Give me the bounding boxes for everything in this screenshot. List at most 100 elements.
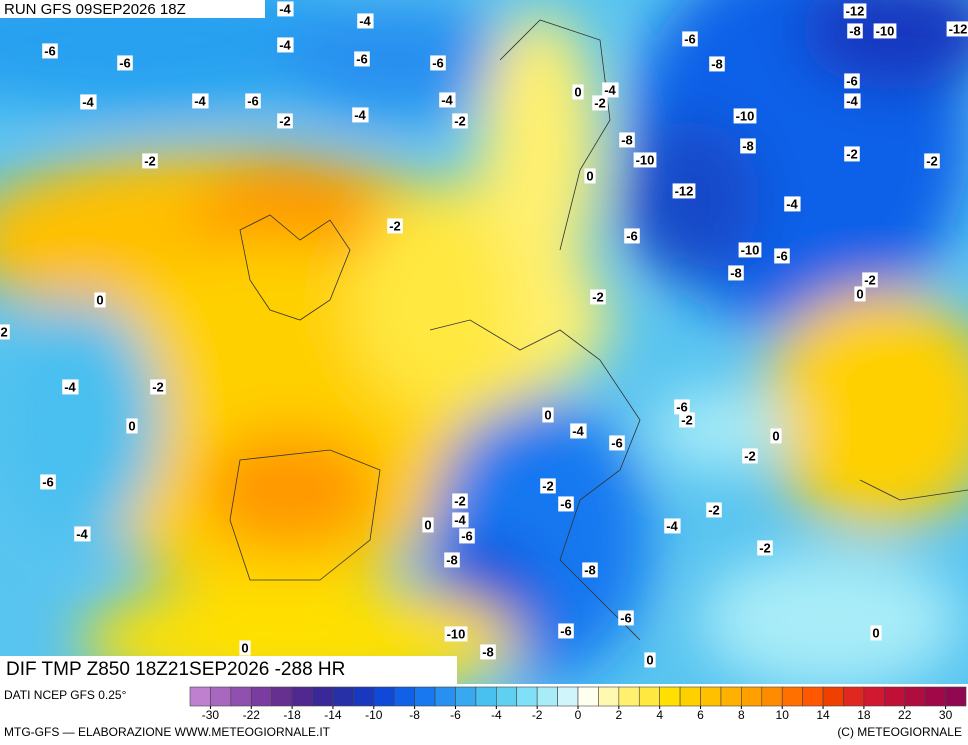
- contour-label-bg: [430, 55, 446, 71]
- contour-label-bg: [742, 448, 758, 464]
- contour-label-bg: [558, 496, 574, 512]
- colorbar-swatch: [230, 686, 252, 707]
- colorbar-swatch: [373, 686, 395, 707]
- colorbar-swatch: [638, 686, 660, 707]
- contour-label: -8: [849, 23, 861, 38]
- contour-label: -6: [684, 31, 696, 46]
- contour-label-bg: [854, 286, 866, 302]
- contour-label: -8: [621, 132, 633, 147]
- contour-label: -2: [389, 218, 401, 233]
- contour-label: -6: [676, 399, 688, 414]
- contour-label-bg: [619, 132, 635, 148]
- colorbar-swatch: [414, 686, 436, 707]
- colorbar-swatch: [455, 686, 477, 707]
- contour-label: -2: [681, 412, 693, 427]
- contour-label-bg: [770, 428, 782, 444]
- contour-label-bg: [452, 113, 468, 129]
- colorbar-tick-label: -4: [491, 708, 502, 722]
- contour-label-bg: [62, 379, 79, 395]
- contour-label: -4: [279, 1, 291, 16]
- contour-label: 0: [544, 407, 551, 422]
- colorbar-swatch: [332, 686, 354, 707]
- contour-label: -6: [626, 228, 638, 243]
- contour-label: -4: [194, 93, 206, 108]
- contour-label: 0: [856, 286, 863, 301]
- contour-label: -6: [42, 474, 54, 489]
- colorbar-swatch: [516, 686, 538, 707]
- contour-label: -6: [560, 496, 572, 511]
- colorbar-swatch: [741, 686, 763, 707]
- run-label: RUN GFS 09SEP2026 18Z: [4, 1, 186, 18]
- contour-label: -2: [759, 540, 771, 555]
- contour-label: -2: [592, 289, 604, 304]
- contour-label-bg: [277, 113, 293, 129]
- contour-label-bg: [584, 168, 596, 184]
- contour-label-bg: [150, 379, 166, 395]
- contour-label: -6: [776, 248, 788, 263]
- contour-label-bg: [74, 526, 91, 542]
- contour-label: -4: [359, 13, 371, 28]
- contour-label-bg: [590, 289, 606, 305]
- colorbar-swatch: [353, 686, 375, 707]
- colorbar-tick-label: -30: [202, 708, 220, 722]
- contour-label-bg: [40, 474, 56, 490]
- contour-label: -8: [742, 138, 754, 153]
- contour-label-bg: [387, 218, 403, 234]
- colorbar-tick-label: 0: [575, 708, 582, 722]
- contour-label-bg: [946, 21, 968, 37]
- title-box: [0, 656, 457, 684]
- contour-label: -2: [454, 493, 466, 508]
- contour-label-bg: [357, 13, 374, 29]
- contour-label-bg: [847, 23, 863, 39]
- colorbar-swatch: [598, 686, 620, 707]
- colorbar-tick-label: -2: [532, 708, 543, 722]
- contour-label: 0: [586, 168, 593, 183]
- contour-label-bg: [439, 92, 456, 108]
- contour-label: -4: [572, 423, 584, 438]
- colorbar-swatch: [904, 686, 926, 707]
- contour-label: 0: [128, 418, 135, 433]
- colorbar-swatch: [250, 686, 272, 707]
- contour-label-bg: [740, 138, 756, 154]
- contour-label-bg: [570, 423, 587, 439]
- contour-label: -6: [247, 93, 259, 108]
- contour-label-bg: [452, 493, 468, 509]
- contour-label: -2: [454, 113, 466, 128]
- colorbar-tick-label: 10: [776, 708, 790, 722]
- contour-label-bg: [924, 153, 940, 169]
- run-box: [0, 0, 265, 18]
- colorbar-tick-label: 14: [816, 708, 830, 722]
- credit: MTG-GFS — ELABORAZIONE WWW.METEOGIORNALE…: [4, 725, 331, 739]
- contour-label: -6: [620, 610, 632, 625]
- contour-label: -4: [64, 379, 76, 394]
- contour-label: -4: [82, 94, 94, 109]
- colorbar-tick-label: 8: [738, 708, 745, 722]
- contour-label-bg: [784, 196, 801, 212]
- contour-label-bg: [664, 518, 681, 534]
- contour-label: -8: [482, 644, 494, 659]
- contour-label-bg: [706, 502, 722, 518]
- contour-label: 0: [96, 292, 103, 307]
- contour-label: -2: [542, 478, 554, 493]
- contour-label-bg: [277, 37, 294, 53]
- contour-label: -4: [604, 82, 616, 97]
- contour-label: -2: [152, 379, 164, 394]
- colorbar-swatch: [761, 686, 783, 707]
- contour-label-bg: [572, 84, 584, 100]
- contour-label-bg: [733, 108, 757, 124]
- contour-label: -6: [611, 435, 623, 450]
- contour-label: -10: [636, 152, 655, 167]
- colorbar-tick-label: 30: [939, 708, 953, 722]
- contour-label-bg: [542, 407, 554, 423]
- contour-label: -2: [594, 95, 606, 110]
- contour-label: -10: [741, 242, 760, 257]
- colorbar-swatch: [618, 686, 640, 707]
- contour-label: -12: [949, 21, 968, 36]
- colorbar-tick-label: 18: [857, 708, 871, 722]
- contour-label-bg: [192, 93, 209, 109]
- contour-label: -6: [119, 55, 131, 70]
- contour-label: -4: [786, 196, 798, 211]
- contour-label-bg: [672, 183, 696, 199]
- colorbar-tick-label: -6: [450, 708, 461, 722]
